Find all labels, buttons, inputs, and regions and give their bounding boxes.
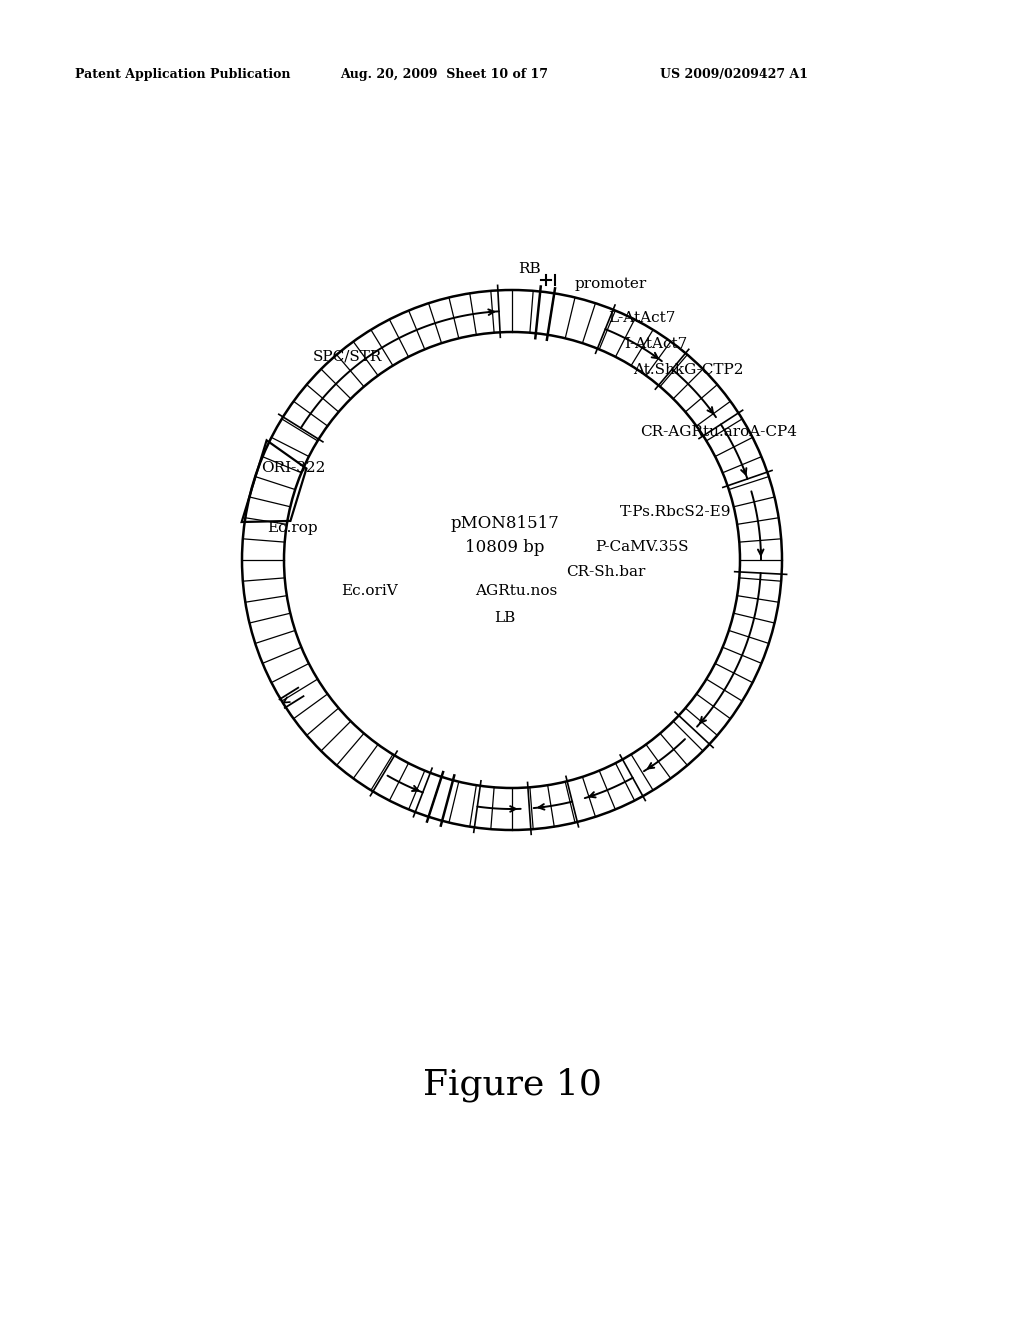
Text: US 2009/0209427 A1: US 2009/0209427 A1: [660, 69, 808, 81]
Text: At.ShkG-CTP2: At.ShkG-CTP2: [633, 363, 743, 378]
Text: Patent Application Publication: Patent Application Publication: [75, 69, 291, 81]
Text: SPC/STR: SPC/STR: [312, 348, 382, 363]
Text: CR-Sh.bar: CR-Sh.bar: [566, 565, 645, 579]
Text: CR-AGRtu.aroA-CP4: CR-AGRtu.aroA-CP4: [640, 425, 797, 440]
Text: I-AtAct7: I-AtAct7: [624, 337, 687, 351]
Text: P-CaMV.35S: P-CaMV.35S: [595, 540, 688, 554]
Text: Ec.rop: Ec.rop: [267, 521, 318, 535]
Text: Ec.oriV: Ec.oriV: [341, 583, 398, 598]
Text: ORI-322: ORI-322: [261, 461, 325, 475]
Text: 10809 bp: 10809 bp: [465, 540, 545, 557]
Text: RB: RB: [518, 261, 541, 276]
Text: Aug. 20, 2009  Sheet 10 of 17: Aug. 20, 2009 Sheet 10 of 17: [340, 69, 548, 81]
Text: T-Ps.RbcS2-E9: T-Ps.RbcS2-E9: [620, 506, 731, 519]
Text: Figure 10: Figure 10: [423, 1068, 601, 1102]
Text: L-AtAct7: L-AtAct7: [608, 312, 676, 325]
Text: LB: LB: [495, 611, 516, 624]
Text: pMON81517: pMON81517: [451, 516, 559, 532]
Text: promoter: promoter: [575, 277, 647, 290]
Text: AGRtu.nos: AGRtu.nos: [475, 583, 557, 598]
